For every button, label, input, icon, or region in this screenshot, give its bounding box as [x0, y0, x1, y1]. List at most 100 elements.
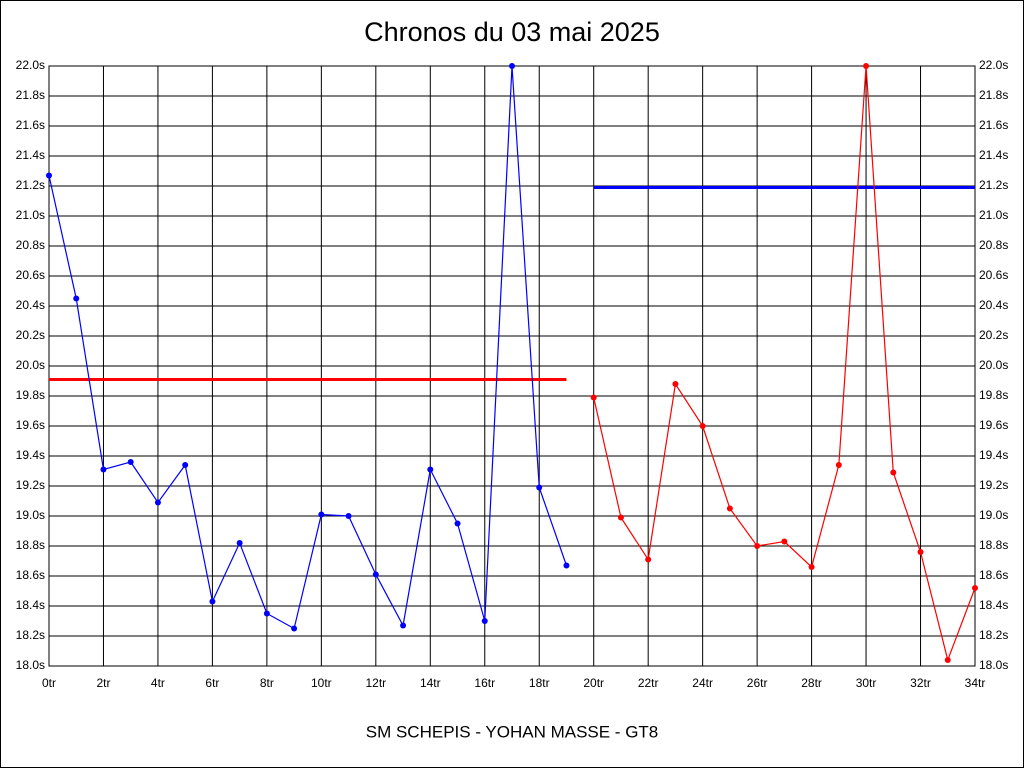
- y-tick-label-right: 21.6s: [979, 118, 1008, 132]
- y-tick-label: 19.2s: [16, 478, 45, 492]
- x-tick-label: 12tr: [365, 676, 386, 690]
- data-point: [726, 505, 733, 512]
- y-tick-label: 21.2s: [16, 178, 45, 192]
- data-point: [509, 63, 515, 69]
- y-tick-label-right: 20.4s: [979, 298, 1008, 312]
- data-point: [835, 462, 842, 468]
- y-tick-label-right: 19.0s: [979, 508, 1008, 522]
- x-tick-label: 0tr: [42, 676, 56, 690]
- y-tick-label-right: 19.8s: [979, 388, 1008, 402]
- y-tick-label: 20.8s: [16, 238, 45, 252]
- y-tick-label: 18.8s: [16, 538, 45, 552]
- data-point: [154, 499, 161, 506]
- x-tick-label: 18tr: [529, 676, 550, 690]
- y-tick-label: 18.0s: [16, 658, 45, 672]
- y-tick-label: 21.0s: [16, 208, 45, 222]
- y-tick-label: 18.6s: [16, 568, 45, 582]
- y-tick-label-right: 21.4s: [979, 148, 1008, 162]
- chart-title: Chronos du 03 mai 2025: [364, 17, 660, 47]
- data-point: [46, 172, 52, 179]
- data-point: [481, 618, 488, 624]
- data-point: [863, 63, 870, 69]
- x-tick-label: 14tr: [420, 676, 441, 690]
- y-tick-label: 20.6s: [16, 268, 45, 282]
- x-tick-label: 2tr: [96, 676, 110, 690]
- y-tick-label-right: 21.0s: [979, 208, 1008, 222]
- data-point: [781, 538, 788, 545]
- data-point: [890, 469, 897, 476]
- y-tick-label: 19.8s: [16, 388, 45, 402]
- data-point: [590, 394, 597, 401]
- y-tick-label: 20.2s: [16, 328, 45, 342]
- data-point: [100, 466, 107, 473]
- data-point: [754, 543, 761, 549]
- x-tick-label: 32tr: [910, 676, 931, 690]
- x-tick-label: 30tr: [856, 676, 877, 690]
- x-tick-label: 8tr: [260, 676, 274, 690]
- data-point: [972, 585, 978, 591]
- data-point: [808, 564, 815, 570]
- data-point: [182, 462, 189, 468]
- data-point: [400, 622, 407, 629]
- data-point: [536, 484, 543, 491]
- x-tick-label: 34tr: [965, 676, 986, 690]
- data-point: [291, 625, 298, 632]
- data-point: [263, 610, 270, 617]
- y-tick-label: 18.2s: [16, 628, 45, 642]
- y-tick-label: 20.4s: [16, 298, 45, 312]
- data-point: [563, 562, 570, 569]
- y-tick-label-right: 19.4s: [979, 448, 1008, 462]
- data-point: [944, 657, 951, 663]
- y-tick-label-right: 19.2s: [979, 478, 1008, 492]
- data-point: [127, 459, 134, 465]
- y-tick-label-right: 18.8s: [979, 538, 1008, 552]
- y-tick-label-right: 18.6s: [979, 568, 1008, 582]
- x-tick-label: 4tr: [151, 676, 165, 690]
- y-tick-label-right: 21.8s: [979, 88, 1008, 102]
- y-tick-label-right: 21.2s: [979, 178, 1008, 192]
- y-tick-label: 22.0s: [16, 58, 45, 72]
- y-tick-label-right: 18.2s: [979, 628, 1008, 642]
- data-point: [427, 466, 434, 473]
- data-point: [645, 556, 652, 563]
- data-point: [617, 514, 624, 521]
- y-tick-label-right: 18.4s: [979, 598, 1008, 612]
- y-tick-label-right: 20.0s: [979, 358, 1008, 372]
- y-tick-label-right: 18.0s: [979, 658, 1008, 672]
- data-point: [699, 423, 706, 429]
- y-tick-label: 18.4s: [16, 598, 45, 612]
- data-point: [372, 571, 379, 578]
- y-tick-label: 19.6s: [16, 418, 45, 432]
- data-point: [318, 511, 325, 518]
- y-tick-label-right: 20.2s: [979, 328, 1008, 342]
- data-point: [345, 513, 352, 519]
- data-point: [917, 549, 924, 555]
- y-tick-label: 21.8s: [16, 88, 45, 102]
- x-tick-label: 24tr: [692, 676, 713, 690]
- x-tick-label: 20tr: [583, 676, 604, 690]
- data-point: [73, 295, 80, 302]
- x-axis-label: SM SCHEPIS - YOHAN MASSE - GT8: [366, 722, 659, 741]
- data-point: [236, 540, 243, 546]
- y-tick-label-right: 20.6s: [979, 268, 1008, 282]
- data-point: [672, 381, 679, 387]
- x-tick-label: 26tr: [747, 676, 768, 690]
- x-tick-label: 22tr: [638, 676, 659, 690]
- y-tick-label-right: 20.8s: [979, 238, 1008, 252]
- y-tick-label-right: 19.6s: [979, 418, 1008, 432]
- y-tick-label: 19.0s: [16, 508, 45, 522]
- data-point: [454, 520, 461, 527]
- y-tick-label-right: 22.0s: [979, 58, 1008, 72]
- y-tick-label: 19.4s: [16, 448, 45, 462]
- x-tick-label: 10tr: [311, 676, 332, 690]
- x-tick-label: 16tr: [474, 676, 495, 690]
- y-tick-label: 21.4s: [16, 148, 45, 162]
- y-tick-label: 21.6s: [16, 118, 45, 132]
- y-tick-label: 20.0s: [16, 358, 45, 372]
- data-point: [209, 598, 216, 605]
- x-tick-label: 6tr: [205, 676, 219, 690]
- series-line: [48, 65, 568, 630]
- x-tick-label: 28tr: [801, 676, 822, 690]
